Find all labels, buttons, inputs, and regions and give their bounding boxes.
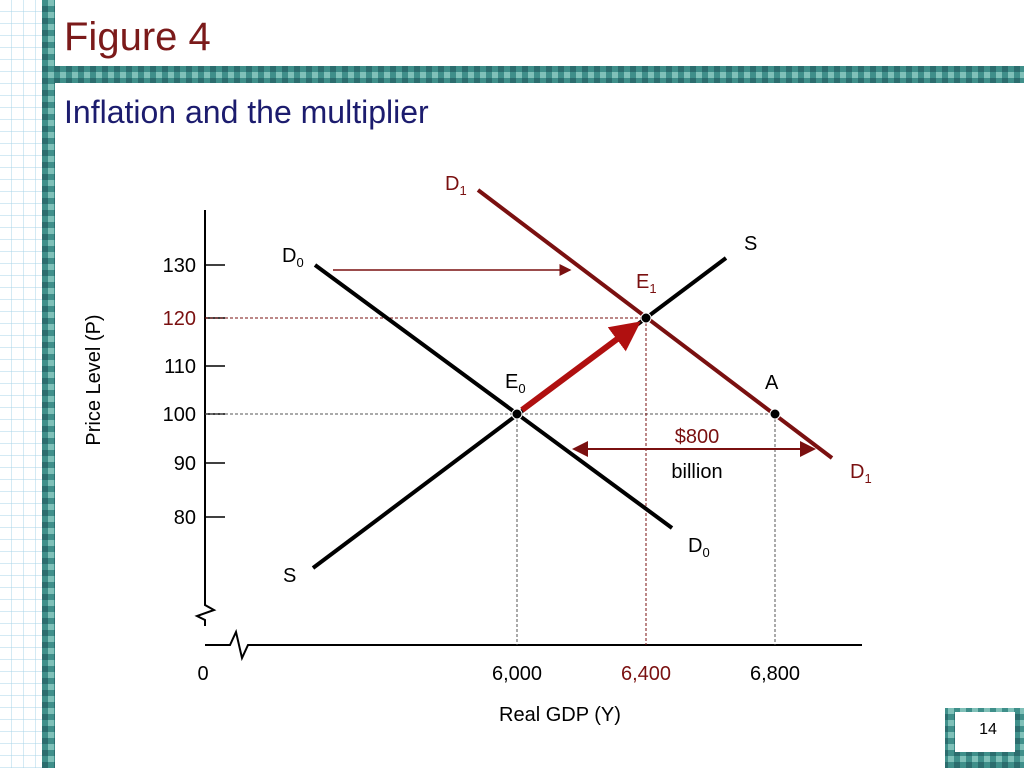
x-tick-label: 6,800	[750, 663, 800, 685]
annotation: billion	[671, 461, 722, 483]
x-axis-label: Real GDP (Y)	[499, 704, 621, 726]
x-tick-label: 0	[197, 663, 208, 685]
y-axis	[194, 210, 217, 626]
curve-label: S	[744, 233, 757, 255]
y-axis-label: Price Level (P)	[83, 314, 105, 445]
guides	[205, 317, 776, 645]
curve-label: D0	[688, 535, 710, 560]
point-e0	[511, 408, 523, 420]
point-label: E1	[636, 271, 657, 296]
x-ticks: 0 6,000 6,400 6,800	[197, 663, 800, 685]
y-tick-label: 80	[174, 507, 196, 529]
axes	[194, 210, 862, 662]
page-number: 14	[979, 721, 997, 738]
x-tick-label: 6,400	[621, 663, 671, 685]
y-tick-label: 130	[163, 255, 196, 277]
left-grid	[0, 0, 42, 768]
curve-label: S	[283, 565, 296, 587]
y-tick-label: 90	[174, 453, 196, 475]
x-tick-label: 6,000	[492, 663, 542, 685]
move-arrow	[520, 321, 641, 413]
curve-label: D1	[850, 461, 872, 486]
point-a	[769, 408, 781, 420]
curve-label: D0	[282, 245, 304, 270]
left-strip	[42, 0, 55, 768]
point-label: A	[765, 372, 779, 394]
demand-d0	[313, 263, 674, 530]
header-band	[55, 66, 1024, 83]
annotation: $800	[675, 426, 720, 448]
point-e1	[640, 312, 652, 324]
y-ticks: 130 120 110 100 90 80	[163, 255, 196, 529]
y-tick-marks	[205, 264, 225, 518]
curve-label: D1	[445, 173, 467, 198]
y-tick-label: 110	[164, 356, 196, 378]
page-number-box	[955, 712, 1015, 752]
x-axis	[205, 628, 862, 662]
y-tick-label: 120	[163, 308, 196, 330]
y-tick-label: 100	[163, 404, 196, 426]
subtitle: Inflation and the multiplier	[64, 94, 429, 130]
title: Figure 4	[64, 15, 211, 59]
point-label: E0	[505, 371, 526, 396]
